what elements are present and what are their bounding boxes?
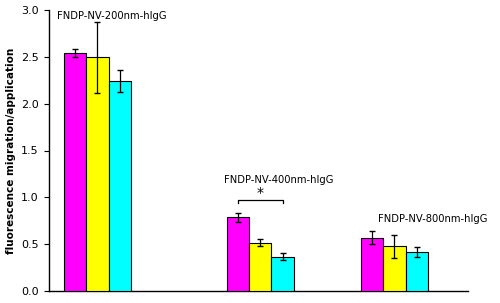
Bar — [361, 238, 384, 291]
Bar — [108, 81, 131, 291]
Bar — [406, 252, 428, 291]
Bar — [86, 58, 108, 291]
Bar — [226, 217, 249, 291]
Text: FNDP-NV-200nm-hIgG: FNDP-NV-200nm-hIgG — [56, 11, 166, 21]
Y-axis label: fluorescence migration/application: fluorescence migration/application — [6, 47, 16, 254]
Text: *: * — [256, 186, 264, 200]
Text: FNDP-NV-400nm-hIgG: FNDP-NV-400nm-hIgG — [224, 175, 333, 185]
Bar — [272, 257, 294, 291]
Text: FNDP-NV-800nm-hIgG: FNDP-NV-800nm-hIgG — [378, 214, 488, 224]
Bar — [384, 246, 406, 291]
Bar — [64, 53, 86, 291]
Bar — [249, 243, 272, 291]
